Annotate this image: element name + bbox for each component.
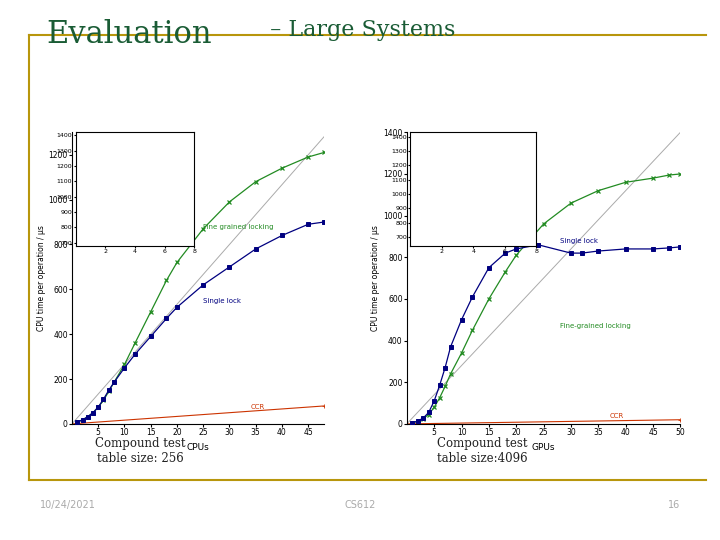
Text: Fine grained locking: Fine grained locking <box>203 224 274 230</box>
Y-axis label: CPU time per operation / μs: CPU time per operation / μs <box>37 225 45 331</box>
Text: Fine-grained locking: Fine-grained locking <box>560 323 631 329</box>
Text: CCR: CCR <box>609 413 624 418</box>
Text: CS612: CS612 <box>344 500 376 510</box>
Text: – Large Systems: – Large Systems <box>263 19 455 41</box>
Text: 10/24/2021: 10/24/2021 <box>40 500 96 510</box>
Text: 16: 16 <box>668 500 680 510</box>
Text: CCR: CCR <box>251 404 265 410</box>
X-axis label: GPUs: GPUs <box>532 443 555 451</box>
Text: Single lock: Single lock <box>560 238 598 244</box>
Text: Compound test
table size: 256: Compound test table size: 256 <box>95 437 186 465</box>
Y-axis label: CPU time per operation / μs: CPU time per operation / μs <box>372 225 380 331</box>
Text: Evaluation: Evaluation <box>47 19 212 50</box>
Text: Compound test
table size:4096: Compound test table size:4096 <box>437 437 528 465</box>
X-axis label: CPUs: CPUs <box>186 443 210 451</box>
Text: Single lock: Single lock <box>203 298 241 304</box>
